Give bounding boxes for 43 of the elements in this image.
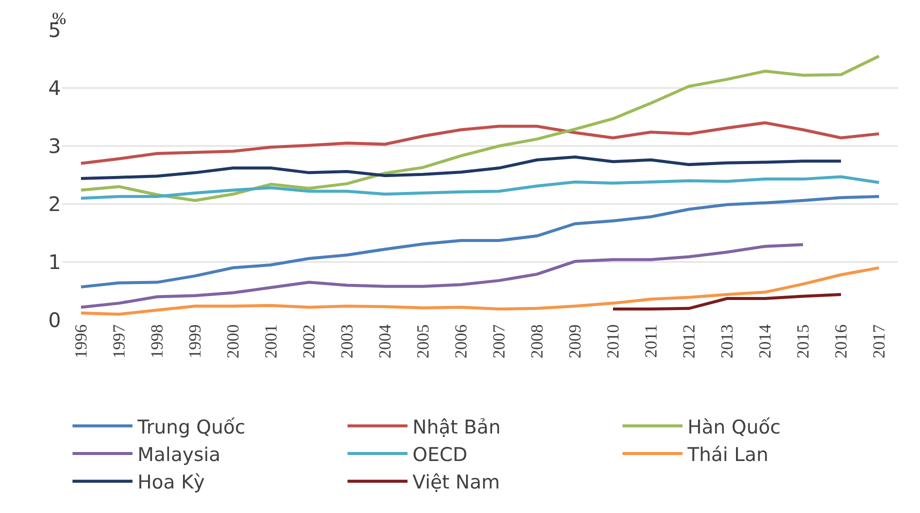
y-tick-label: 0	[48, 308, 61, 332]
line-series	[80, 243, 804, 309]
legend-label: Thái Lan	[686, 444, 768, 466]
legend-label: Trung Quốc	[136, 416, 246, 438]
x-tick-label: 2006	[452, 324, 471, 358]
y-tick-label: 4	[48, 76, 61, 100]
line-series	[80, 175, 880, 200]
x-tick-label: 2009	[566, 324, 585, 358]
x-tick-label: 2002	[300, 324, 319, 358]
line-series	[80, 266, 880, 316]
line-series	[612, 292, 842, 310]
legend-label: Nhật Bản	[412, 416, 501, 438]
x-tick-label: 1997	[110, 324, 129, 358]
x-tick-label: 1999	[186, 324, 205, 358]
legend-label: Malaysia	[138, 444, 221, 466]
legend-label: Hàn Quốc	[688, 416, 781, 438]
line-series	[80, 54, 880, 202]
x-tick-label: 2015	[794, 324, 813, 358]
line-series	[80, 156, 842, 180]
x-tick-label: 1998	[148, 324, 167, 358]
x-tick-label: 2008	[528, 324, 547, 358]
legend-label: Hoa Kỳ	[138, 472, 205, 494]
x-tick-label: 2017	[870, 324, 889, 358]
y-tick-label: 1	[48, 250, 61, 274]
x-tick-label: 2003	[338, 324, 357, 358]
legend-label: OECD	[412, 444, 468, 466]
x-tick-label: 2016	[832, 324, 851, 358]
y-tick-label: 3	[48, 134, 61, 158]
x-tick-label: 1996	[72, 324, 91, 358]
x-tick-label: 2001	[262, 324, 281, 358]
line-series	[80, 194, 880, 288]
x-tick-label: 2010	[604, 324, 623, 358]
x-tick-label: 2014	[756, 324, 775, 358]
x-tick-label: 2005	[414, 324, 433, 358]
legend-label: Việt Nam	[412, 472, 500, 494]
x-tick-label: 2004	[376, 324, 395, 358]
x-tick-label: 2007	[490, 324, 509, 358]
x-tick-label: 2000	[224, 324, 243, 358]
x-tick-label: 2013	[718, 324, 737, 358]
x-tick-label: 2012	[680, 324, 699, 358]
y-tick-label: 2	[48, 192, 61, 216]
line-series	[80, 121, 880, 165]
x-tick-label: 2011	[642, 324, 661, 358]
